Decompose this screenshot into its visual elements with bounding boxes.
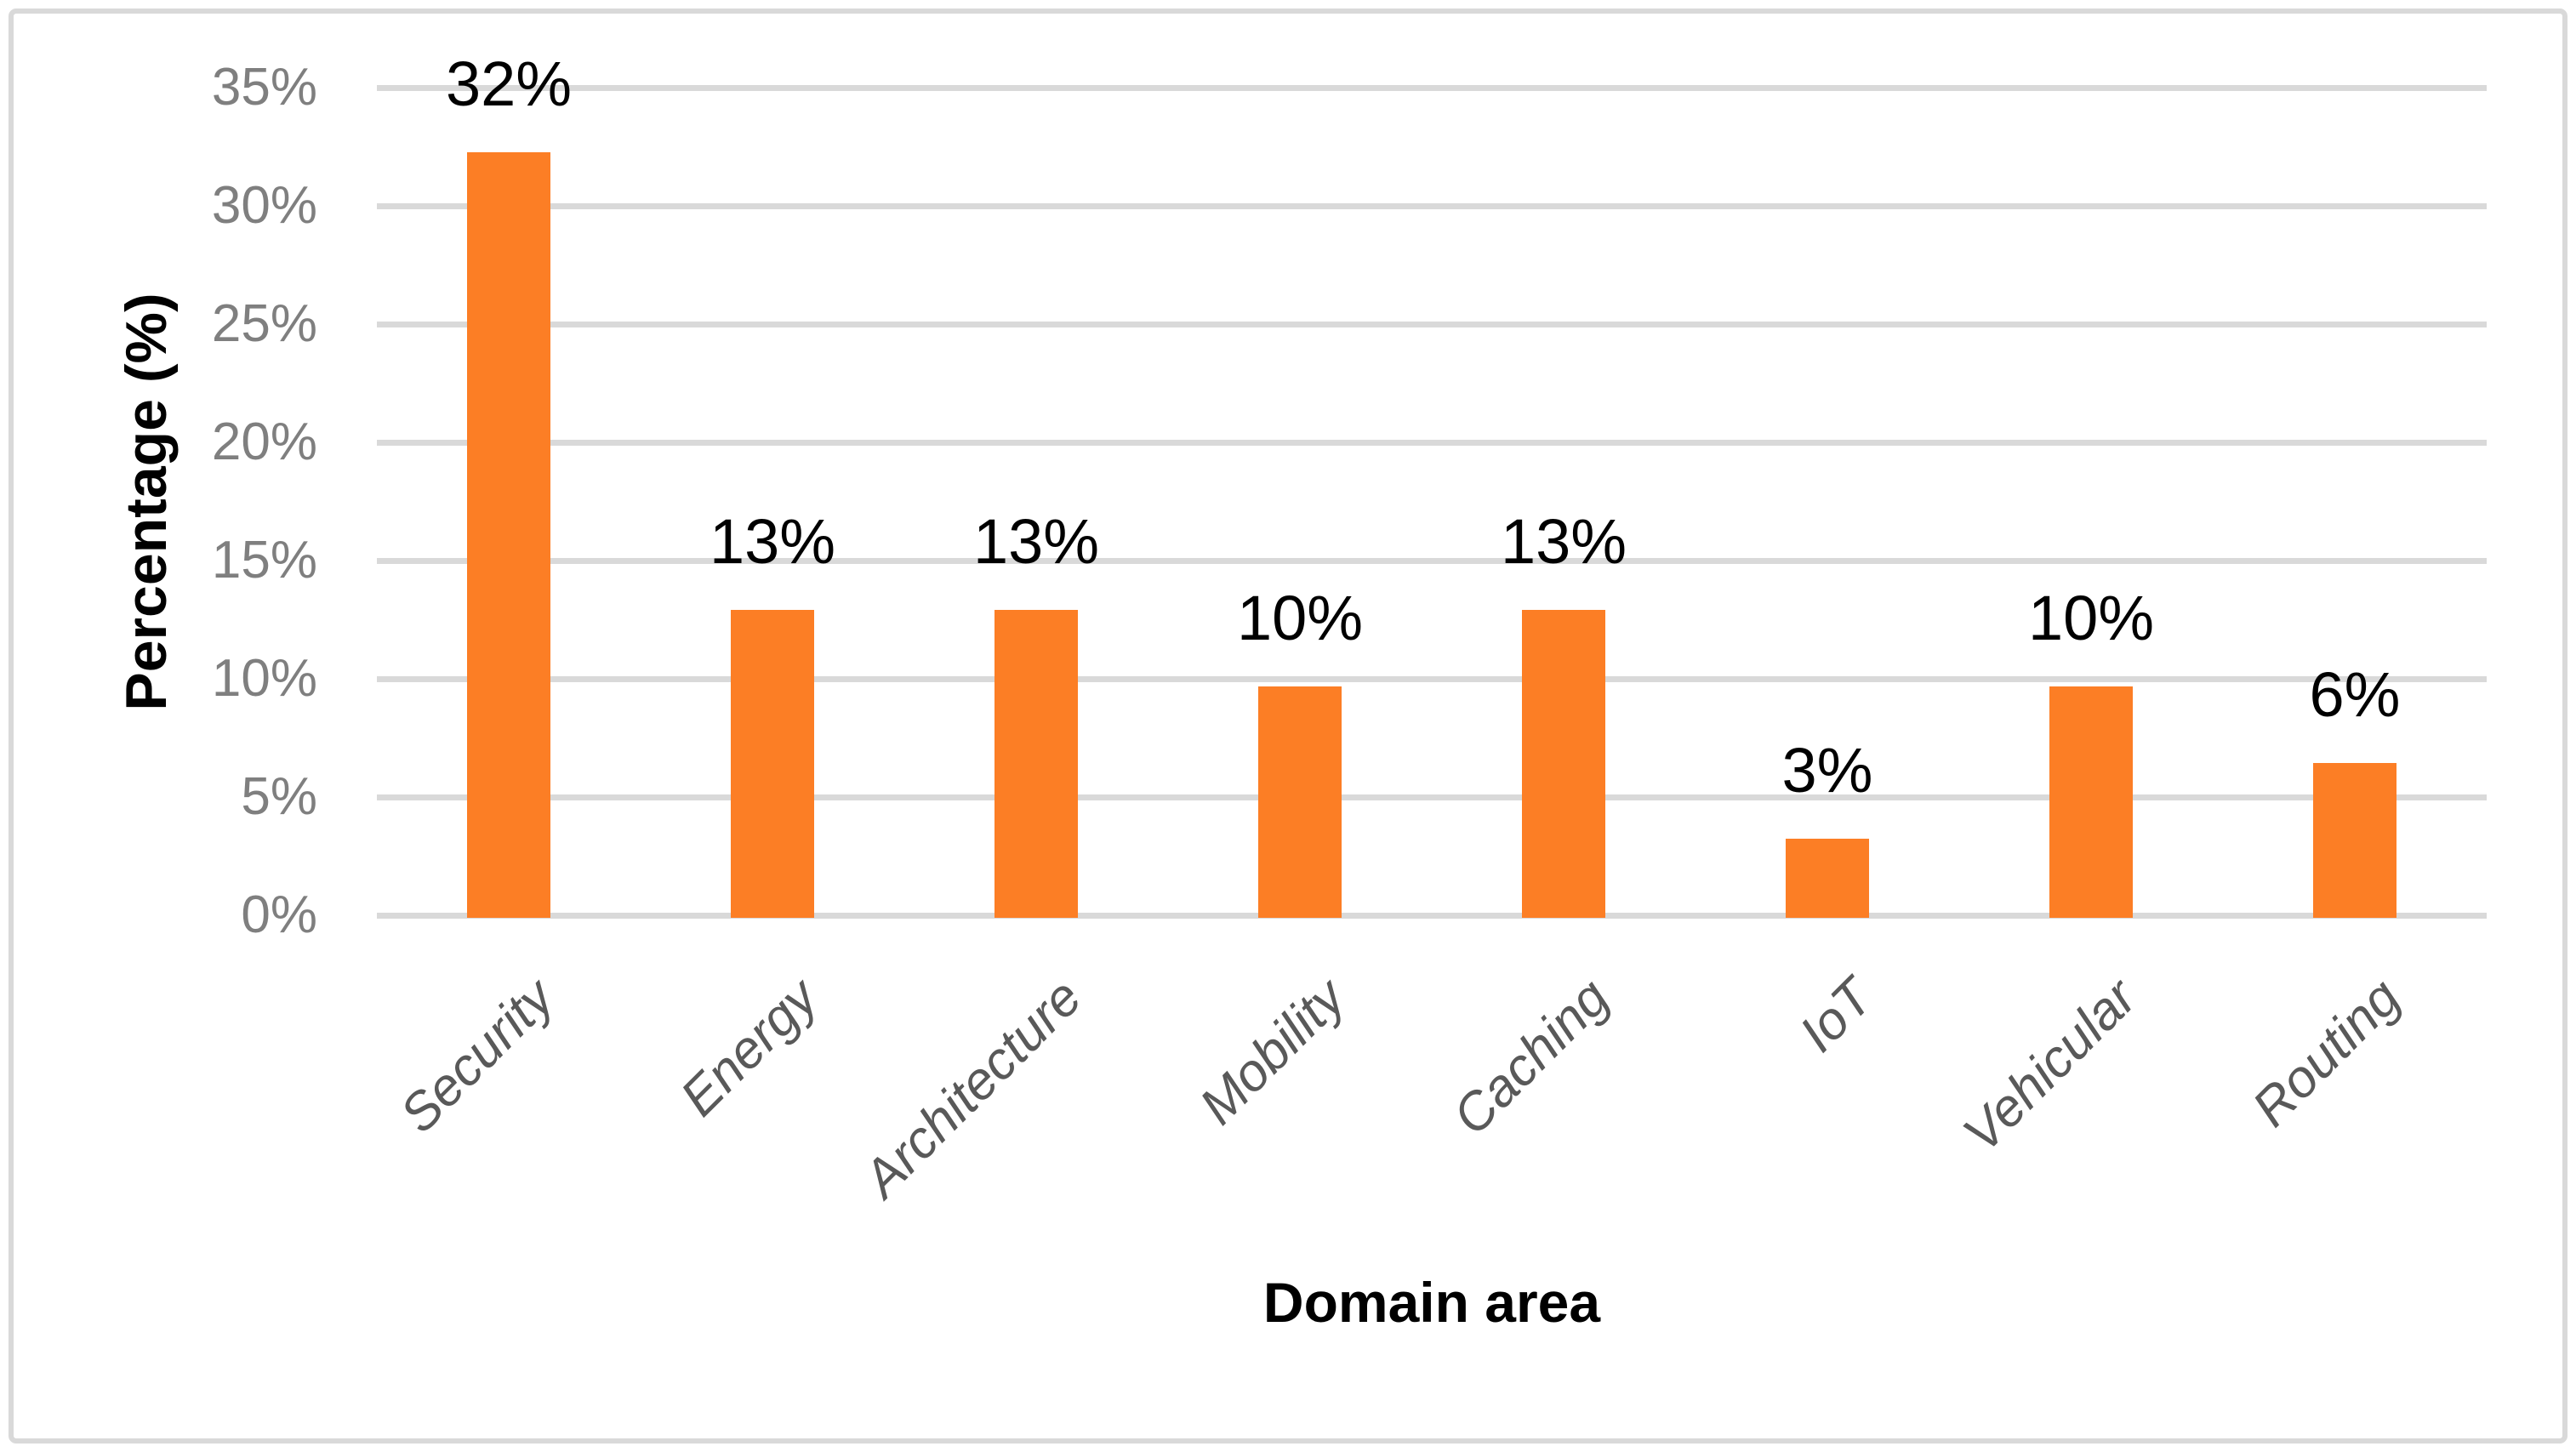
- data-label-vehicular: 10%: [2027, 582, 2155, 653]
- data-label-security: 32%: [445, 48, 573, 120]
- data-label-iot: 3%: [1781, 735, 1873, 806]
- gridline-30%: [377, 202, 2487, 209]
- y-tick-label: 5%: [241, 767, 317, 826]
- y-tick-label: 10%: [211, 649, 317, 708]
- bar-caching: [1522, 610, 1605, 918]
- y-tick-label: 0%: [241, 885, 317, 944]
- bar-mobility: [1258, 686, 1342, 918]
- gridline-25%: [377, 321, 2487, 327]
- gridline-5%: [377, 794, 2487, 800]
- x-axis-title: Domain area: [1262, 1271, 1601, 1334]
- bar-vehicular: [2049, 686, 2133, 918]
- data-label-caching: 13%: [1500, 506, 1627, 578]
- bar-energy: [731, 610, 814, 918]
- gridline-20%: [377, 439, 2487, 446]
- bar-routing: [2313, 762, 2396, 918]
- gridline-35%: [377, 84, 2487, 91]
- y-tick-label: 20%: [211, 413, 317, 471]
- gridline-0%: [377, 912, 2487, 919]
- gridline-15%: [377, 557, 2487, 564]
- bar-architecture: [994, 610, 1078, 918]
- bar-iot: [1786, 839, 1869, 918]
- data-label-energy: 13%: [709, 506, 836, 578]
- y-tick-label: 30%: [211, 176, 317, 235]
- chart-border-frame: [9, 9, 2567, 1443]
- y-tick-label: 35%: [211, 58, 317, 117]
- data-label-mobility: 10%: [1236, 582, 1364, 653]
- bar-security: [467, 152, 550, 918]
- data-label-architecture: 13%: [972, 506, 1100, 578]
- y-tick-label: 25%: [211, 294, 317, 353]
- y-tick-label: 15%: [211, 531, 317, 589]
- data-label-routing: 6%: [2309, 658, 2401, 730]
- gridline-10%: [377, 675, 2487, 682]
